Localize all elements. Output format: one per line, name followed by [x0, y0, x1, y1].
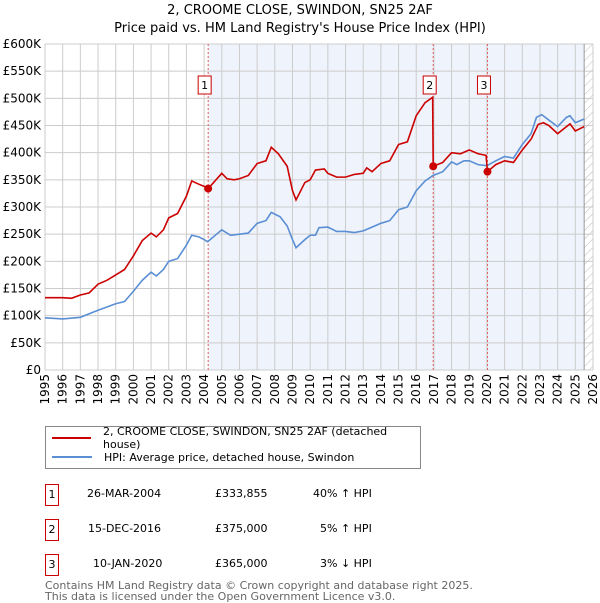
x-tick-label: 2007 — [250, 374, 264, 405]
y-tick-label: £500K — [3, 91, 43, 105]
sale-point — [204, 184, 213, 193]
footer-line: This data is licensed under the Open Gov… — [45, 590, 396, 603]
x-tick-label: 2012 — [339, 374, 353, 405]
y-tick-label: £50K — [10, 336, 42, 350]
sale-hpi: 40% ↑ HPI — [313, 487, 372, 500]
x-tick-label: 1998 — [91, 374, 105, 405]
x-tick-label: 2001 — [144, 374, 158, 405]
y-tick-label: £600K — [3, 37, 43, 51]
y-tick-label: £550K — [3, 64, 43, 78]
y-tick-label: £250K — [3, 227, 43, 241]
legend-swatch-blue — [52, 456, 92, 458]
x-tick-label: 1995 — [38, 374, 52, 405]
sale-price: £375,000 — [215, 522, 268, 535]
sale-badge: 2 — [45, 519, 59, 541]
x-tick-label: 2000 — [126, 374, 140, 405]
table-row: 1 26-MAR-2004 £333,855 40% ↑ HPI — [45, 484, 405, 506]
x-tick-label: 2021 — [498, 374, 512, 405]
sale-point — [483, 167, 492, 176]
x-tick-label: 1997 — [73, 374, 87, 405]
y-tick-label: £400K — [3, 146, 43, 160]
x-tick-label: 2019 — [462, 374, 476, 405]
sale-date: 26-MAR-2004 — [87, 487, 162, 500]
sale-label-box — [422, 75, 437, 95]
legend-label: HPI: Average price, detached house, Swin… — [104, 450, 355, 464]
sale-hpi: 5% ↑ HPI — [320, 522, 372, 535]
y-tick-label: £100K — [3, 309, 43, 323]
legend-item-property: 2, CROOME CLOSE, SWINDON, SN25 2AF (deta… — [52, 425, 420, 451]
sale-label: 1 — [201, 79, 208, 92]
table-row: 3 10-JAN-2020 £365,000 3% ↓ HPI — [45, 554, 405, 576]
legend-label: 2, CROOME CLOSE, SWINDON, SN25 2AF (deta… — [103, 425, 388, 451]
y-tick-label: £150K — [3, 282, 43, 296]
x-tick-label: 2015 — [392, 374, 406, 405]
x-tick-label: 2018 — [445, 374, 459, 405]
table-row: 2 15-DEC-2016 £375,000 5% ↑ HPI — [45, 519, 405, 541]
property-price-line — [45, 95, 585, 300]
sale-price: £333,855 — [215, 487, 268, 500]
x-tick-label: 2002 — [162, 374, 176, 405]
x-tick-label: 2024 — [551, 374, 565, 405]
sale-date: 15-DEC-2016 — [88, 522, 162, 535]
y-tick-label: £350K — [3, 173, 43, 187]
x-tick-label: 1999 — [109, 374, 123, 405]
x-tick-label: 2005 — [215, 374, 229, 405]
x-tick-label: 2008 — [268, 374, 282, 405]
sale-label: 2 — [426, 79, 433, 92]
x-tick-label: 2006 — [232, 374, 246, 405]
x-tick-label: 2010 — [303, 374, 317, 405]
sale-label: 3 — [480, 79, 487, 92]
x-tick-label: 2009 — [285, 374, 299, 405]
y-tick-label: £0 — [26, 363, 41, 377]
x-tick-label: 2003 — [179, 374, 193, 405]
sale-hpi: 3% ↓ HPI — [320, 557, 372, 570]
x-tick-label: 2014 — [374, 374, 388, 405]
x-tick-label: 1996 — [56, 374, 70, 405]
x-tick-label: 2023 — [533, 374, 547, 405]
price-chart: 1995 1996 1997 1998 1999 2000 2001 2002 2003 2004… — [3, 37, 600, 405]
x-tick-label: 2017 — [427, 374, 441, 405]
hpi-line — [44, 113, 585, 320]
sale-badge: 3 — [45, 554, 59, 576]
sale-badge: 1 — [45, 484, 59, 506]
y-tick-label: £300K — [3, 200, 43, 214]
footer-line: Contains HM Land Registry data © Crown c… — [45, 579, 473, 592]
x-tick-label: 2022 — [515, 374, 529, 405]
sale-date: 10-JAN-2020 — [93, 557, 163, 570]
legend-swatch-red — [52, 437, 91, 439]
x-tick-label: 2013 — [356, 374, 370, 405]
legend-item-hpi: HPI: Average price, detached house, Swin… — [52, 448, 354, 466]
x-tick-label: 2016 — [409, 374, 423, 405]
sale-point — [429, 162, 438, 171]
legend: 2, CROOME CLOSE, SWINDON, SN25 2AF (deta… — [45, 425, 421, 469]
x-tick-label: 2025 — [568, 374, 582, 405]
sale-label-box — [197, 75, 212, 95]
sale-label-box — [476, 75, 491, 95]
x-tick-label: 2020 — [480, 374, 494, 405]
x-tick-label: 2026 — [586, 374, 600, 405]
x-tick-label: 2004 — [197, 374, 211, 405]
chart-title: 2, CROOME CLOSE, SWINDON, SN25 2AF Price … — [114, 3, 486, 36]
x-tick-label: 2011 — [321, 374, 335, 405]
sale-price: £365,000 — [215, 557, 268, 570]
footer: Contains HM Land Registry data © Crown c… — [45, 580, 473, 602]
y-tick-label: £450K — [3, 119, 43, 133]
y-tick-label: £200K — [3, 254, 43, 268]
